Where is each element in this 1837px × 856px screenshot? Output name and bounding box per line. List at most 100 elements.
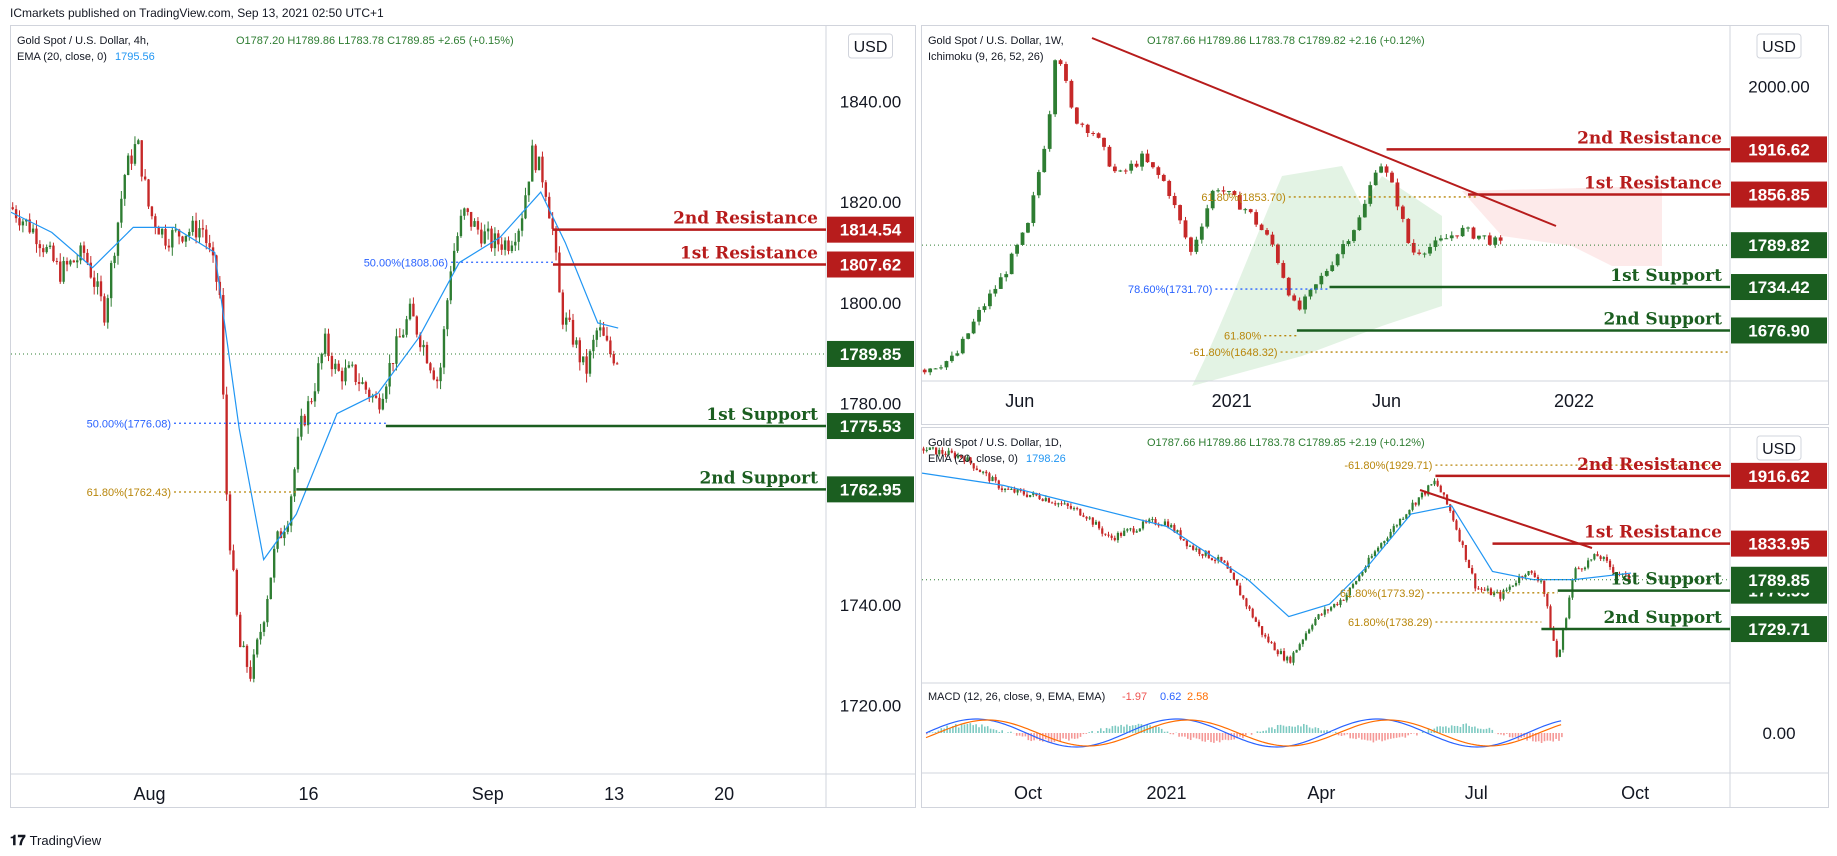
candle-body xyxy=(337,363,340,371)
candle-body xyxy=(242,645,245,648)
candle-body xyxy=(79,245,82,261)
level-price-tag xyxy=(1731,317,1827,344)
candle-body xyxy=(1395,525,1398,527)
candle-body xyxy=(354,364,357,382)
candle-body xyxy=(1223,560,1226,563)
candle-body xyxy=(1368,185,1373,204)
candle-body xyxy=(347,365,351,368)
candle-body xyxy=(551,218,554,229)
chart-panel-4h[interactable]: 50.00%(1808.06) 50.00%(1776.08) 61.80%(176… xyxy=(10,25,916,808)
chart-title: Gold Spot / U.S. Dollar, 1W, xyxy=(928,35,1064,47)
macd-histogram-bar xyxy=(989,728,992,733)
candle-body xyxy=(378,397,381,410)
macd-histogram-bar xyxy=(1160,728,1163,733)
candle-body xyxy=(286,525,289,532)
level-price-tag xyxy=(827,476,914,503)
macd-histogram-bar xyxy=(1129,726,1131,733)
macd-histogram-bar xyxy=(1349,733,1351,739)
candle-body xyxy=(1057,503,1060,505)
candle-body xyxy=(1552,627,1555,641)
macd-histogram-bar xyxy=(1285,726,1288,733)
candle-body xyxy=(1297,300,1302,310)
fib-level-label: 50.00%(1808.06) xyxy=(364,257,448,269)
candle-body xyxy=(1102,137,1106,147)
candle-body xyxy=(534,145,537,171)
candle-body xyxy=(1417,497,1420,505)
candle-body xyxy=(76,260,79,263)
chart-1d-svg[interactable]: -61.80%(1929.71) 61.80%(1773.92) 61.80%(17… xyxy=(922,428,1828,807)
candle-body xyxy=(405,319,408,335)
candle-body xyxy=(1477,588,1480,590)
macd-histogram-bar xyxy=(1294,726,1296,733)
candle-body xyxy=(1003,488,1007,490)
macd-histogram-bar xyxy=(1366,733,1369,741)
candle-body xyxy=(1430,484,1433,486)
candle-body xyxy=(578,340,581,363)
candle-body xyxy=(150,206,154,217)
candle-body xyxy=(469,211,473,227)
candle-body xyxy=(1041,499,1044,501)
candle-body xyxy=(928,447,931,450)
candle-body xyxy=(565,317,568,325)
chart-panel-1w[interactable]: 61.80%(1853.70) 78.60%(1731.70) 61.80% -61.… xyxy=(921,25,1829,425)
candle-body xyxy=(1574,568,1577,580)
candle-body xyxy=(1126,529,1129,531)
candle-body xyxy=(1608,560,1612,568)
candle-body xyxy=(317,363,320,392)
candle-body xyxy=(157,227,160,235)
candle-body xyxy=(1276,650,1279,655)
y-tick-label: 1820.00 xyxy=(840,193,901,212)
candle-body xyxy=(1032,493,1035,495)
candle-body xyxy=(1172,196,1177,206)
candle-body xyxy=(262,622,266,632)
macd-histogram-bar xyxy=(957,727,960,733)
chart-1w-svg[interactable]: 61.80%(1853.70) 78.60%(1731.70) 61.80% -61.… xyxy=(922,26,1828,424)
macd-title: MACD (12, 26, close, 9, EMA, EMA) xyxy=(928,691,1105,703)
last-price-tag xyxy=(1731,566,1827,593)
candle-body xyxy=(561,292,565,325)
chart-panel-1d[interactable]: -61.80%(1929.71) 61.80%(1773.92) 61.80%(17… xyxy=(921,427,1829,808)
candle-body xyxy=(374,395,378,398)
candle-body xyxy=(425,344,429,364)
macd-histogram-bar xyxy=(1027,733,1030,741)
macd-histogram-bar xyxy=(1375,733,1378,741)
macd-histogram-bar xyxy=(1465,723,1467,733)
candle-body xyxy=(1590,559,1593,561)
macd-histogram-bar xyxy=(1030,733,1032,742)
candle-body xyxy=(228,494,232,551)
macd-histogram-bar xyxy=(1529,733,1531,739)
macd-histogram-bar xyxy=(1015,733,1018,736)
macd-histogram-bar xyxy=(1314,727,1317,733)
candle-body xyxy=(592,339,595,352)
candle-body xyxy=(1580,568,1583,570)
level-price-tag xyxy=(1731,616,1827,643)
candle-body xyxy=(1145,153,1150,163)
macd-histogram-bar xyxy=(1265,730,1267,733)
candle-body xyxy=(988,473,991,482)
macd-histogram-bar xyxy=(1172,733,1175,735)
candle-body xyxy=(1101,528,1104,534)
macd-histogram-bar xyxy=(1453,725,1456,733)
macd-histogram-bar xyxy=(1537,733,1540,742)
candle-body xyxy=(283,531,286,539)
level-price-tag xyxy=(1731,462,1827,489)
candle-body xyxy=(422,344,425,348)
candle-body xyxy=(140,140,143,177)
candle-body xyxy=(1605,557,1609,561)
candle-body xyxy=(120,198,123,223)
candle-body xyxy=(439,367,442,382)
macd-value-signal: 2.58 xyxy=(1187,691,1208,703)
candle-body xyxy=(507,240,510,252)
candle-body xyxy=(1022,490,1025,495)
chart-4h-svg[interactable]: 50.00%(1808.06) 50.00%(1776.08) 61.80%(176… xyxy=(11,26,915,807)
macd-histogram-bar xyxy=(1442,726,1444,733)
candle-body xyxy=(1154,519,1157,525)
candle-body xyxy=(1134,163,1139,167)
macd-histogram-bar xyxy=(1543,733,1546,742)
candle-body xyxy=(96,281,99,287)
candle-body xyxy=(938,449,941,455)
y-tick-label: 1720.00 xyxy=(840,697,901,716)
candle-body xyxy=(1217,556,1220,561)
candle-body xyxy=(1204,550,1207,556)
level-price-tag-text: 1814.54 xyxy=(840,221,902,240)
